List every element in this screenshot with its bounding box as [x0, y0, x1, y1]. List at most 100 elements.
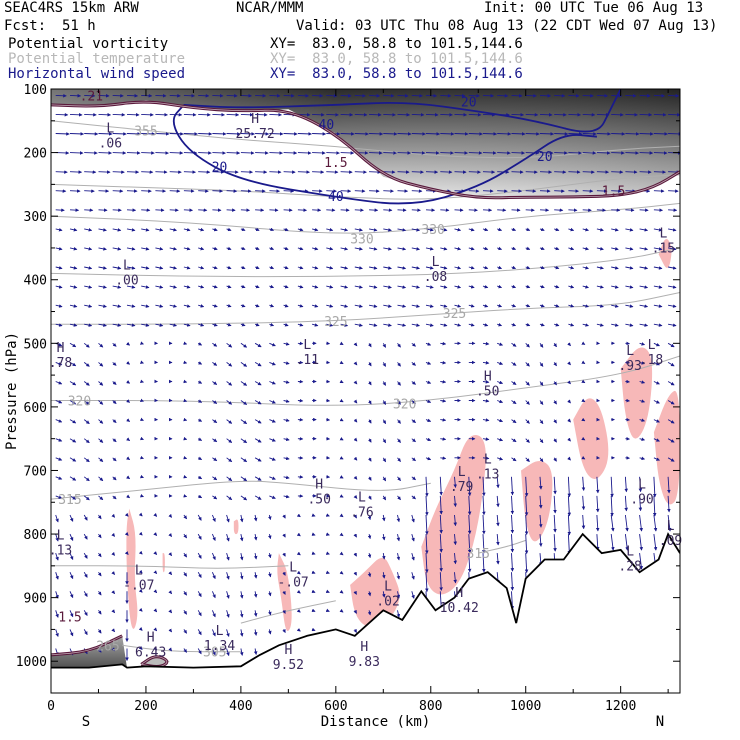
wind-vector-680: [339, 379, 344, 384]
wind-vector-561: [525, 322, 531, 327]
wind-vector-415: [326, 266, 334, 270]
wind-vector-240: [340, 189, 352, 193]
wind-vector-330: [369, 228, 378, 232]
wind-vector-952: [453, 495, 458, 508]
wind-vector-401: [126, 266, 136, 270]
stratospheric-pv-shading-highlight: [51, 89, 680, 199]
wind-vector-1147: [367, 591, 372, 597]
wind-vector-259: [611, 189, 622, 193]
wind-vector-216: [625, 170, 638, 174]
wind-vector-921: [638, 476, 643, 493]
wind-vector-558: [482, 323, 489, 327]
wind-vector-144: [226, 151, 241, 155]
wind-vector-867: [497, 456, 504, 461]
wind-vector-310: [84, 228, 93, 232]
wind-vector-77: [525, 112, 539, 117]
wind-vector-354: [84, 247, 93, 251]
wind-vector-1000: [510, 514, 515, 534]
wind-vector-43: [668, 93, 680, 98]
wind-vector-1168: [239, 610, 244, 618]
wind-vector-270: [141, 208, 151, 212]
wind-vector-1098: [138, 569, 143, 574]
wind-vector-545: [297, 323, 304, 327]
wind-vector-498: [254, 303, 260, 308]
wind-vector-1164: [183, 610, 187, 615]
wind-vector-14: [255, 93, 267, 98]
wind-vector-1183: [111, 628, 115, 633]
wind-vector-112: [397, 132, 412, 136]
wind-vector-1133: [168, 590, 172, 595]
wind-vector-1026: [253, 534, 258, 541]
wind-vector-956: [510, 495, 515, 515]
wind-vector-998: [482, 514, 486, 535]
extremum-5: H.78: [49, 341, 72, 371]
wind-vector-593: [353, 342, 358, 347]
wind-vector-326: [311, 227, 319, 232]
wind-vector-8: [169, 93, 181, 98]
wind-vector-55: [212, 112, 225, 117]
wind-vector-421: [411, 266, 420, 270]
wind-vector-438: [653, 266, 663, 270]
y-tick-label-4: 500: [24, 337, 47, 352]
wind-vector-106: [312, 132, 327, 136]
wind-vector-1206: [153, 646, 158, 651]
wind-vector-681: [353, 380, 358, 385]
wind-vector-234: [255, 189, 266, 193]
wind-vector-1072: [311, 551, 316, 555]
wind-vector-196: [340, 170, 353, 174]
wind-vector-1187: [168, 628, 172, 633]
wind-vector-349: [639, 228, 649, 232]
wind-vector-1137: [226, 591, 230, 599]
wind-vector-474: [539, 284, 545, 289]
wind-vector-1116: [396, 572, 401, 580]
wind-vector-3: [98, 93, 110, 98]
wind-vector-828: [567, 437, 571, 442]
wind-vector-81: [582, 112, 596, 117]
wind-vector-302: [596, 208, 606, 212]
wind-vector-376: [397, 247, 407, 251]
wind-vector-814: [368, 438, 372, 443]
wind-vector-926: [83, 495, 90, 501]
wind-vector-731: [440, 399, 447, 403]
wind-vector-695: [553, 381, 557, 386]
wind-vector-1150: [411, 591, 415, 599]
wind-vector-373: [354, 247, 363, 251]
wind-vector-557: [468, 323, 475, 327]
wind-vector-620: [112, 362, 117, 366]
extremum-type-15: L: [57, 529, 65, 544]
wind-vector-1173: [311, 608, 316, 613]
wind-vector-1178: [396, 610, 401, 618]
wind-vector-815: [382, 438, 386, 444]
wind-vector-191: [269, 170, 282, 174]
wind-vector-400: [112, 266, 122, 270]
wind-vector-529: [69, 323, 78, 327]
wind-vector-204: [454, 170, 467, 174]
wind-vector-448: [169, 285, 177, 289]
shaded-region-3: [421, 435, 486, 595]
wind-vector-76: [511, 112, 525, 117]
wind-vector-812: [339, 437, 344, 441]
wind-vector-868: [511, 457, 517, 462]
extremum-type-2: L: [123, 258, 131, 273]
shaded-region-8: [658, 239, 672, 268]
wind-vector-913: [524, 476, 529, 497]
wind-vector-965: [638, 495, 643, 512]
wind-vector-462: [369, 285, 378, 289]
wind-vector-241: [354, 189, 366, 193]
wind-vector-1144: [325, 589, 330, 594]
wind-vector-1086: [510, 553, 515, 572]
wind-vector-587: [269, 342, 276, 347]
extremum-type-4: L: [659, 227, 667, 242]
wind-vector-182: [141, 170, 154, 174]
wind-vector-93: [126, 132, 142, 136]
wind-vector-585: [240, 342, 248, 348]
wind-vector-1002: [538, 514, 543, 528]
wind-vector-339: [497, 227, 503, 232]
wind-vector-360: [169, 246, 177, 251]
wind-vector-74: [482, 112, 496, 117]
wind-vector-1033: [353, 533, 357, 538]
wind-vector-672: [226, 381, 233, 386]
wind-vector-269: [126, 208, 137, 212]
wind-vector-312: [112, 228, 122, 232]
wind-vector-6: [141, 93, 153, 98]
